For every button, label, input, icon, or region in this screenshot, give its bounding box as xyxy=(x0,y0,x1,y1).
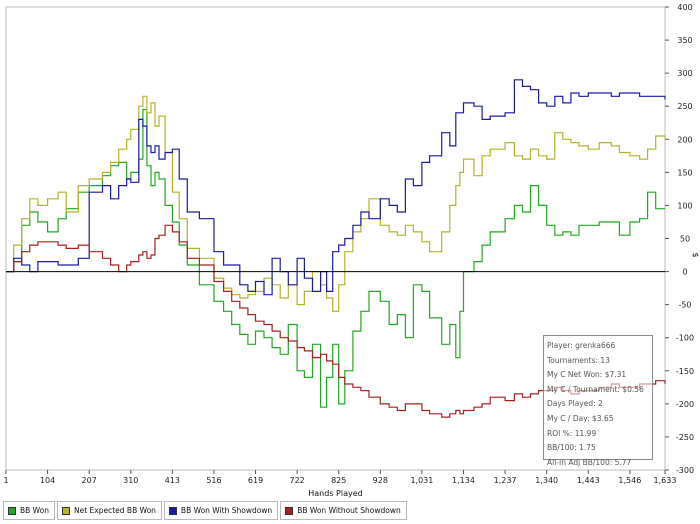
series-line-bb-won-without-showdown xyxy=(6,224,666,418)
legend-item-net-expected[interactable]: Net Expected BB Won xyxy=(57,501,162,520)
legend-swatch xyxy=(62,506,70,515)
legend-item-with-showdown[interactable]: BB Won With Showdown xyxy=(163,501,279,520)
x-tick-label: 1 xyxy=(3,476,8,485)
stats-roi: ROI %: 11.99 xyxy=(547,428,597,438)
y-tick-label: 50 xyxy=(680,235,690,244)
y-tick-label: -300 xyxy=(676,466,694,475)
legend-label: BB Won xyxy=(20,506,49,515)
y-tick-label: 400 xyxy=(677,3,692,12)
legend-label: Net Expected BB Won xyxy=(74,506,156,515)
stats-per-day: My C / Day: $3.65 xyxy=(547,413,614,423)
y-tick-label: -200 xyxy=(676,400,694,409)
x-tick-label: 1,443 xyxy=(577,476,600,485)
y-tick-label: 200 xyxy=(677,135,692,144)
x-tick-label: 1,031 xyxy=(410,476,433,485)
y-tick-label: 100 xyxy=(677,201,692,210)
x-tick-label: 619 xyxy=(248,476,263,485)
x-tick-label: 1,340 xyxy=(535,476,558,485)
x-tick-label: 825 xyxy=(331,476,346,485)
legend-swatch xyxy=(285,506,294,515)
y-tick-label: 350 xyxy=(677,36,692,45)
x-tick-label: 1,134 xyxy=(452,476,475,485)
stats-allin-bb100: All-In Adj BB/100: 5.77 xyxy=(547,457,632,467)
legend: BB Won Net Expected BB Won BB Won With S… xyxy=(3,501,409,520)
stats-player: Player: grenka666 xyxy=(547,341,616,350)
x-tick-label: 1,237 xyxy=(494,476,517,485)
x-tick-label: 722 xyxy=(289,476,304,485)
x-tick-label: 1,546 xyxy=(618,476,641,485)
y-tick-label: 0 xyxy=(682,268,687,277)
legend-item-without-showdown[interactable]: BB Won Without Showdown xyxy=(280,501,407,520)
legend-label: BB Won With Showdown xyxy=(180,506,273,515)
x-tick-label: 1,633 xyxy=(654,476,677,485)
legend-swatch xyxy=(8,506,16,515)
legend-item-bb-won[interactable]: BB Won xyxy=(3,501,55,520)
y-tick-label: -50 xyxy=(678,301,691,310)
x-tick-label: 104 xyxy=(40,476,55,485)
stats-days-played: Days Played: 2 xyxy=(547,399,603,409)
y-tick-label: -250 xyxy=(676,433,694,442)
legend-swatch xyxy=(168,506,177,515)
y-tick-label: 250 xyxy=(677,102,692,111)
stats-per-tournament: My C / Tournament: $0.56 xyxy=(547,384,644,394)
series-line-net-expected-bb-won xyxy=(6,95,666,312)
y-tick-label: -150 xyxy=(676,367,694,376)
stats-box: Player: grenka666 Tournaments: 13 My C N… xyxy=(543,335,653,467)
stats-bb100: BB/100: 1.75 xyxy=(547,443,596,453)
y-tick-label: 300 xyxy=(677,69,692,78)
x-tick-label: 207 xyxy=(82,476,97,485)
x-tick-label: 928 xyxy=(373,476,388,485)
x-axis-title: Hands Played xyxy=(308,489,362,498)
legend-label: BB Won Without Showdown xyxy=(297,506,401,515)
x-tick-label: 413 xyxy=(165,476,180,485)
stats-net-won: My C Net Won: $7.31 xyxy=(547,370,627,380)
stats-tournaments: Tournaments: 13 xyxy=(547,355,610,365)
y-tick-label: 150 xyxy=(677,168,692,177)
x-tick-label: 310 xyxy=(123,476,138,485)
y-axis-title: $ xyxy=(691,252,700,257)
x-tick-label: 516 xyxy=(206,476,221,485)
y-tick-label: -100 xyxy=(676,334,694,343)
